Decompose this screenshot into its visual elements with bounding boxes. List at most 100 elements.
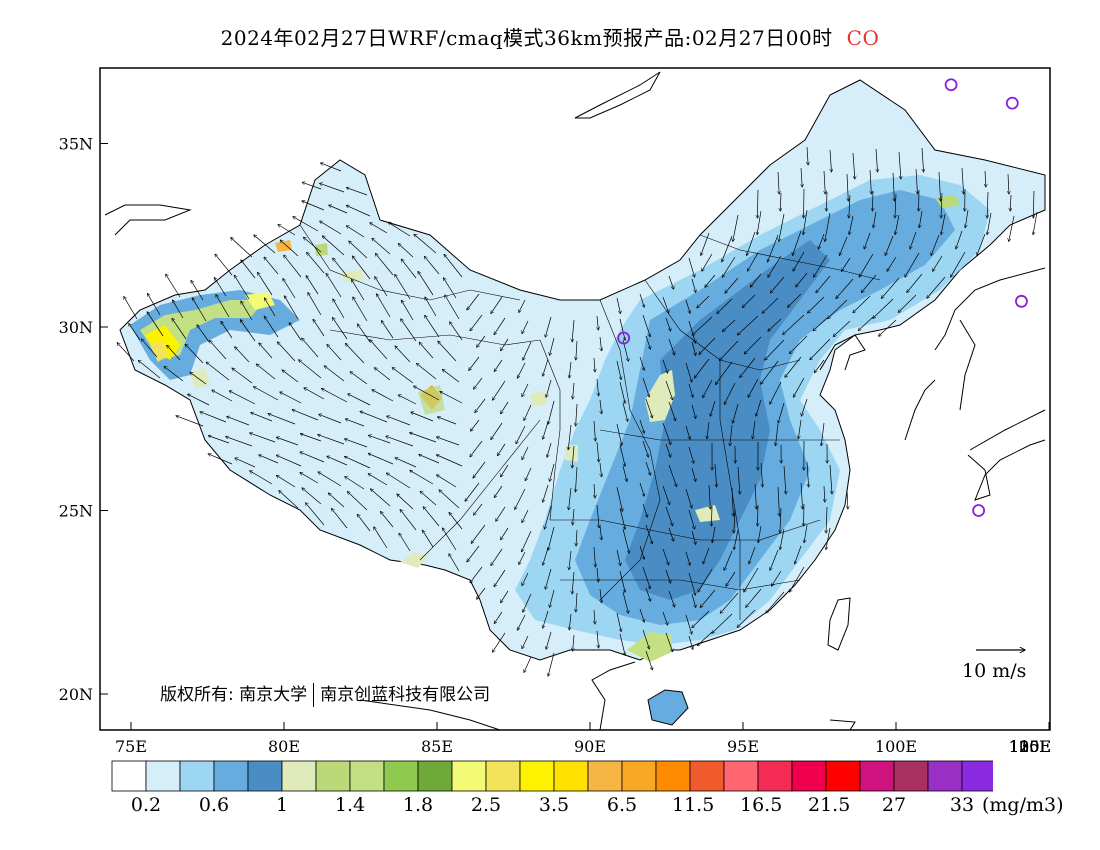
wind-arrow [516,425,526,444]
wind-arrow [305,503,325,526]
wind-arrow [744,336,762,354]
wind-arrow [235,347,250,363]
wind-arrow [276,455,302,467]
wind-arrow [847,488,848,509]
wind-arrow [801,482,803,509]
lat-label-30N: 30N [59,318,93,337]
wind-arrow [668,590,675,607]
station-marker [972,504,986,517]
wind-arrow [515,488,526,510]
wind-arrow [208,454,233,465]
wind-arrow [517,614,526,630]
wind-arrow [492,380,506,400]
colorbar-label: 21.5 [808,794,851,816]
wind-arrow [470,314,483,331]
wind-arrow [392,367,414,384]
wind-arrow [474,503,483,515]
wind-arrow [600,462,602,477]
wind-arrow [398,395,417,405]
wind-arrow [873,211,877,228]
wind-arrow [200,412,227,423]
wind-arrow [437,417,457,425]
wind-arrow [619,444,625,466]
wind-arrow [573,634,574,651]
wind-arrow [241,260,256,279]
wind-arrow [276,475,296,488]
wind-arrow [873,298,894,318]
wind-arrow [543,484,549,502]
wind-arrow [345,343,365,364]
wind-arrow [697,631,713,646]
wind-arrow [789,335,808,354]
wind-arrow [523,593,532,612]
colorbar-swatch [451,760,487,792]
wind-arrow [814,359,825,373]
wind-arrow [707,421,710,439]
wind-arrow [494,611,503,624]
wind-arrow [167,345,181,361]
wind-arrow [756,399,762,416]
colorbar-swatch [417,760,453,792]
wind-arrow [400,509,417,531]
wind-arrow [319,414,342,424]
wind-arrow [725,277,739,293]
wind-arrow [523,341,532,360]
wind-arrow [344,456,371,469]
wind-arrow [685,551,690,565]
wind-arrow [215,254,233,276]
wind-arrow [227,416,250,426]
wind-arrow [830,149,832,172]
colorbar-swatch [791,760,827,792]
wind-arrow [898,151,901,179]
wind-arrow [399,533,411,552]
wind-arrow [1033,190,1034,218]
wind-arrow [277,342,296,362]
wind-arrow [826,527,831,550]
wind-arrow [898,294,917,313]
wind-arrow [548,400,555,424]
wind-arrow [597,567,598,582]
wind-arrow [547,442,552,457]
wind-arrow [642,503,647,517]
wind-arrow [616,612,621,632]
wind-arrow [353,297,368,322]
colorbar-swatch [213,760,249,792]
wind-arrow [770,381,782,404]
wind-arrow [778,402,785,423]
wind-arrow [600,336,602,351]
colorbar-swatch [689,760,725,792]
wind-arrow [715,463,717,487]
colorbar-label: 11.5 [672,794,715,816]
wind-arrow [372,238,391,255]
colorbar-swatch [859,760,895,792]
wind-arrow [576,529,577,546]
wind-arrow [519,551,526,564]
wind-arrow [596,504,599,528]
map-frame [99,67,1051,731]
wind-arrow [522,572,529,586]
wind-arrow [839,236,848,256]
wind-arrow [724,550,733,570]
wind-arrow [766,591,785,613]
wind-arrow [395,458,417,468]
wind-arrow [885,235,894,255]
wind-arrow [768,255,782,277]
wind-arrow [922,147,924,172]
wind-arrow [876,148,878,172]
wind-arrow [440,391,463,404]
wind-arrow [826,506,827,533]
wind-arrow [594,609,595,624]
wind-arrow [833,320,851,337]
wind-arrow [668,401,676,421]
wind-arrow [420,491,437,506]
wind-arrow [852,152,855,179]
lon-label-125E: 125E [1009,737,1051,756]
lon-label-135E: 135E [1009,737,1051,756]
wind-arrow [333,258,348,277]
wind-arrow [768,318,782,331]
wind-arrow [712,613,733,633]
wind-arrow [668,338,675,355]
wind-arrow [642,377,649,397]
wind-arrow [688,257,695,277]
wind-arrow [872,190,873,211]
